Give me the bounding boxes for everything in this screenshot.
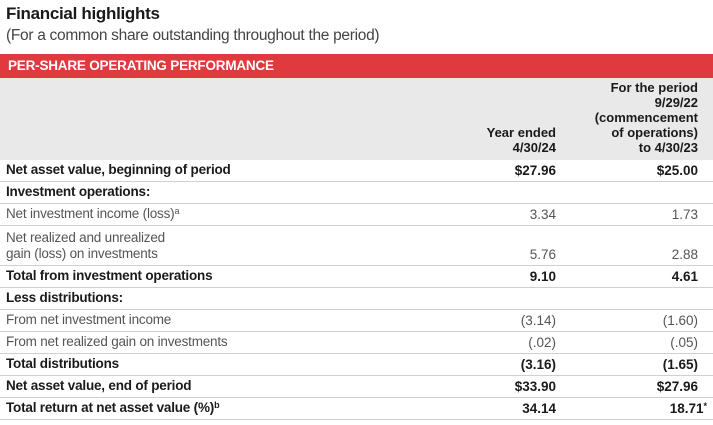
- value-period: $27.96: [656, 379, 698, 394]
- value-year-ended: $27.96: [514, 163, 556, 178]
- page-subtitle: (For a common share outstanding througho…: [6, 27, 380, 44]
- row-label: Net realized and unrealized gain (loss) o…: [6, 230, 165, 261]
- value-period: 4.61: [671, 269, 698, 284]
- value-period: (.05): [670, 335, 698, 350]
- column-header-line: (commencement: [594, 110, 698, 125]
- row-label: From net realized gain on investments: [6, 334, 228, 349]
- value-period: (1.60): [662, 313, 698, 328]
- column-header-line: Year ended: [486, 125, 556, 140]
- value-period: 18.71*: [669, 401, 707, 416]
- table-row: From net investment income (3.14) (1.60): [0, 310, 713, 332]
- value-year-ended: 34.14: [522, 401, 556, 416]
- footnote-marker: b: [214, 400, 220, 410]
- row-label: Total return at net asset value (%)b: [6, 400, 220, 415]
- row-label: Total distributions: [6, 356, 119, 371]
- table-row: Net asset value, end of period $33.90 $27.…: [0, 376, 713, 398]
- table-row: Total return at net asset value (%)b 34.1…: [0, 398, 713, 420]
- section-banner: PER-SHARE OPERATING PERFORMANCE: [0, 54, 713, 78]
- column-header-period: For the period 9/29/22 (commencement of …: [568, 80, 698, 155]
- value-year-ended: 3.34: [529, 207, 556, 222]
- footnote-marker: *: [703, 401, 707, 411]
- value-year-ended: 5.76: [529, 247, 556, 262]
- footnote-marker: a: [174, 206, 180, 216]
- value-period: 1.73: [671, 207, 698, 222]
- table-body: Net asset value, beginning of period $27.…: [0, 160, 713, 420]
- value-period: $25.00: [656, 163, 698, 178]
- value-period: 2.88: [671, 247, 698, 262]
- table-header: Year ended 4/30/24 For the period 9/29/2…: [0, 78, 713, 160]
- value-year-ended: (3.14): [520, 313, 556, 328]
- page-title: Financial highlights: [6, 4, 160, 23]
- row-label: Net investment income (loss)a: [6, 206, 180, 221]
- row-label: From net investment income: [6, 312, 172, 327]
- row-label: Net asset value, end of period: [6, 378, 192, 393]
- column-header-line: For the period: [610, 80, 698, 95]
- column-header-line: to 4/30/23: [638, 140, 698, 155]
- column-header-year-ended: Year ended 4/30/24: [487, 125, 556, 155]
- row-label: Less distributions:: [6, 290, 123, 305]
- table-row: Net asset value, beginning of period $27.…: [0, 160, 713, 182]
- row-label: Total from investment operations: [6, 268, 213, 283]
- table-row: From net realized gain on investments (.0…: [0, 332, 713, 354]
- table-row: Investment operations:: [0, 182, 713, 204]
- table-row: Total distributions (3.16) (1.65): [0, 354, 713, 376]
- table-row: Net investment income (loss)a 3.34 1.73: [0, 204, 713, 226]
- value-year-ended: (.02): [528, 335, 556, 350]
- row-label: Net asset value, beginning of period: [6, 162, 231, 177]
- column-header-line: 9/29/22: [654, 95, 698, 110]
- value-year-ended: 9.10: [529, 269, 556, 284]
- table-row: Less distributions:: [0, 288, 713, 310]
- value-period: (1.65): [662, 357, 698, 372]
- value-year-ended: (3.16): [520, 357, 556, 372]
- row-label: Investment operations:: [6, 184, 151, 199]
- value-year-ended: $33.90: [514, 379, 556, 394]
- column-header-line: of operations): [611, 125, 698, 140]
- table-row: Net realized and unrealized gain (loss) o…: [0, 226, 713, 266]
- column-header-line: 4/30/24: [512, 140, 556, 155]
- table-row: Total from investment operations 9.10 4.61: [0, 266, 713, 288]
